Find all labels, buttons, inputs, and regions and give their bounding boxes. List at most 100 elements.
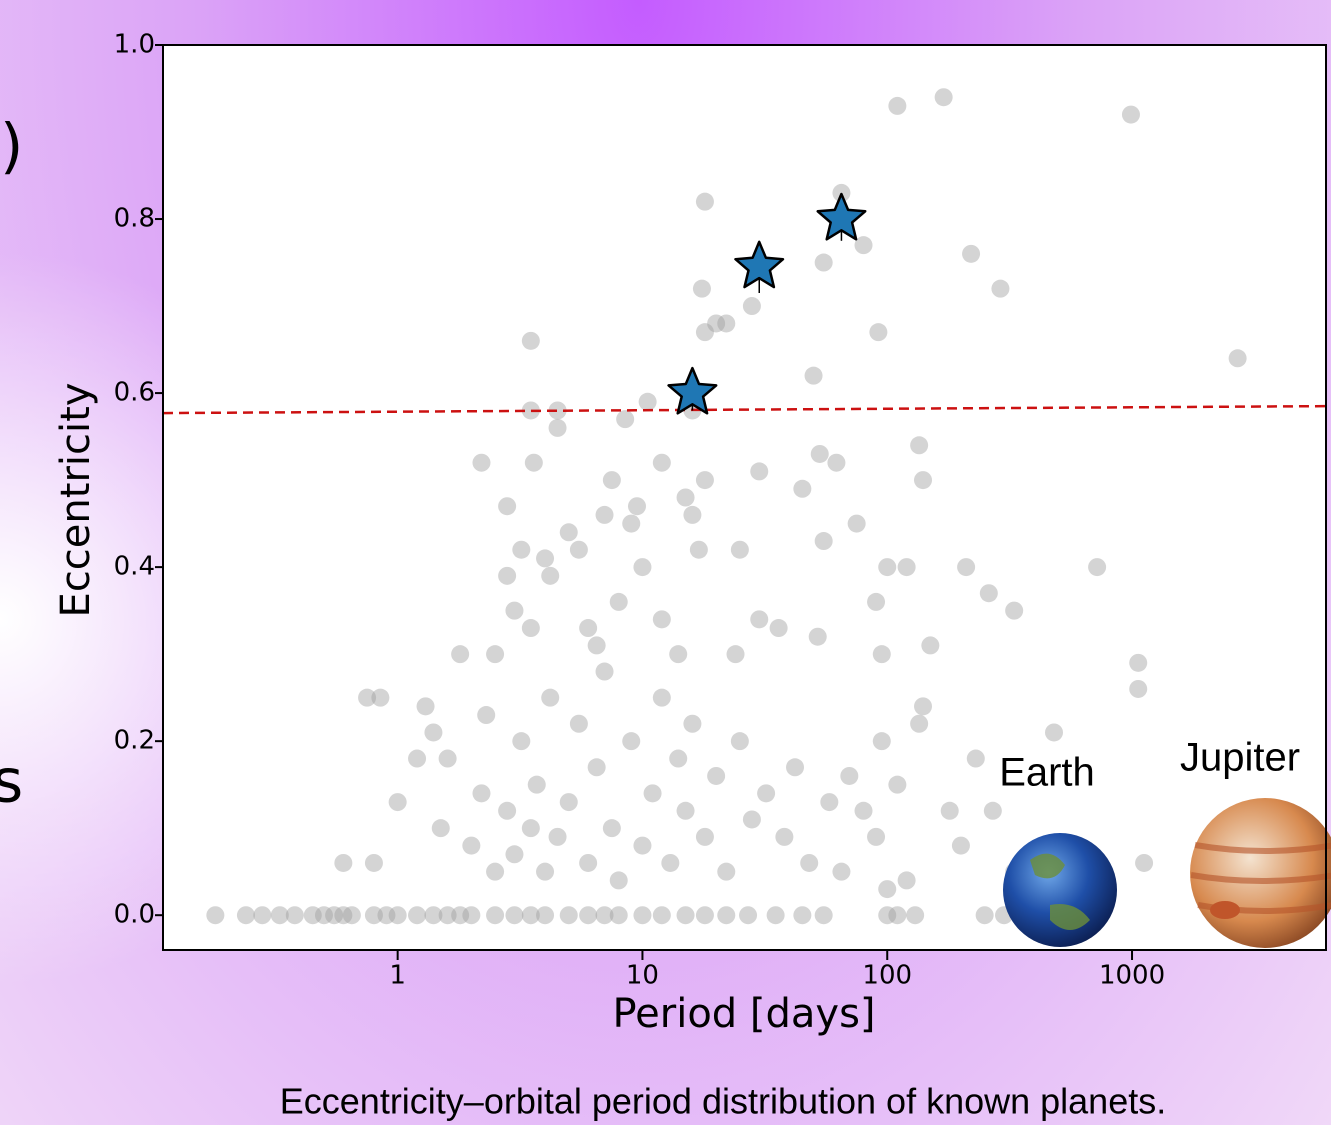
planet-point	[536, 862, 555, 881]
planet-point	[872, 645, 891, 664]
planet-point	[906, 906, 925, 925]
planet-point	[878, 906, 897, 925]
planet-point	[416, 697, 435, 716]
planet-point	[983, 801, 1002, 820]
planet-point	[897, 558, 916, 577]
planet-point	[633, 906, 652, 925]
planet-point	[548, 401, 567, 420]
planet-point	[840, 766, 859, 785]
planet-point	[683, 714, 702, 733]
planet-point	[579, 906, 598, 925]
planet-point	[695, 323, 714, 342]
planet-point	[814, 906, 833, 925]
planet-point	[966, 749, 985, 768]
planet-point	[910, 714, 929, 733]
planet-point	[707, 314, 726, 333]
planet-point	[325, 906, 344, 925]
planet-point	[717, 862, 736, 881]
planet-point	[569, 540, 588, 559]
planet-point	[472, 453, 491, 472]
planet-point	[695, 192, 714, 211]
planet-point	[934, 88, 953, 107]
planet-point	[559, 523, 578, 542]
planet-point	[676, 906, 695, 925]
planet-point	[505, 845, 524, 864]
planet-point	[364, 853, 383, 872]
planet-point	[739, 906, 758, 925]
planet-point	[804, 366, 823, 385]
planet-point	[726, 645, 745, 664]
planet-point	[527, 775, 546, 794]
planet-point	[869, 323, 888, 342]
planet-point	[486, 906, 505, 925]
planet-point	[808, 627, 827, 646]
planet-point	[498, 801, 517, 820]
planet-point	[695, 471, 714, 490]
planet-point	[695, 906, 714, 925]
x-tick-label: 1	[389, 961, 406, 991]
planet-point	[872, 732, 891, 751]
planet-point	[750, 610, 769, 629]
planet-point	[521, 619, 540, 638]
planet-point	[285, 906, 304, 925]
planet-point	[750, 462, 769, 481]
planet-point	[541, 688, 560, 707]
background-text: )	[0, 112, 23, 182]
planet-point	[512, 732, 531, 751]
planet-point	[609, 592, 628, 611]
planet-point	[775, 827, 794, 846]
planet-point	[431, 819, 450, 838]
planet-point	[921, 636, 940, 655]
planet-point	[914, 697, 933, 716]
planet-point	[652, 610, 671, 629]
planet-point	[793, 479, 812, 498]
planet-point	[342, 906, 361, 925]
x-axis-label: Period [days]	[612, 991, 875, 1037]
y-tick-label: 0.6	[114, 378, 155, 408]
planet-point	[602, 819, 621, 838]
planet-point	[888, 96, 907, 115]
planet-point	[579, 619, 598, 638]
planet-point	[541, 566, 560, 585]
planet-point	[377, 906, 396, 925]
planet-point	[548, 827, 567, 846]
planet-point	[602, 471, 621, 490]
earth-land	[1030, 853, 1090, 930]
planet-point	[689, 540, 708, 559]
planet-point	[334, 853, 353, 872]
planet-point	[521, 331, 540, 350]
planet-point	[814, 253, 833, 272]
planet-point	[371, 688, 390, 707]
planet-point	[559, 906, 578, 925]
planet-point	[786, 758, 805, 777]
planet-point	[609, 906, 628, 925]
planet-point	[633, 836, 652, 855]
planet-point	[579, 853, 598, 872]
planet-point	[498, 497, 517, 516]
planet-point	[303, 906, 322, 925]
planet-point	[962, 244, 981, 263]
planet-point	[559, 793, 578, 812]
planet-point	[742, 297, 761, 316]
earth-image	[1003, 833, 1117, 947]
planet-point	[521, 401, 540, 420]
planet-point	[498, 566, 517, 585]
planet-point	[505, 601, 524, 620]
y-tick-label: 0.0	[114, 900, 155, 930]
planet-point	[587, 758, 606, 777]
plot	[162, 88, 1327, 925]
planet-point	[1135, 853, 1154, 872]
planet-point	[888, 906, 907, 925]
planet-point	[652, 906, 671, 925]
planet-point	[793, 906, 812, 925]
planet-point	[914, 471, 933, 490]
threshold-line	[162, 404, 1327, 415]
caption: Eccentricity–orbital period distribution…	[280, 1081, 1166, 1122]
planet-point	[692, 279, 711, 298]
planet-point	[910, 436, 929, 455]
jupiter-spot	[1210, 901, 1240, 919]
planet-point	[512, 540, 531, 559]
planet-point	[548, 418, 567, 437]
planet-point	[1129, 679, 1148, 698]
